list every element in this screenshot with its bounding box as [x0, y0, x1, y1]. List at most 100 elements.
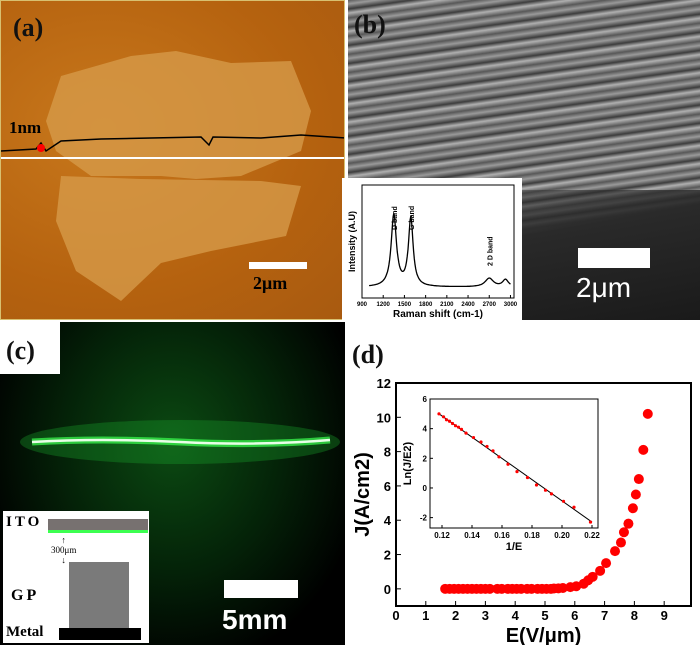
data-point [633, 474, 644, 485]
raman-peak-label: D band [392, 206, 399, 230]
height-label: 1nm [9, 118, 42, 137]
gp-label: GP [11, 587, 40, 604]
inset-y-tick-label: 4 [423, 425, 428, 434]
height-profile [1, 134, 344, 153]
raman-x-tick-label: 2400 [461, 302, 475, 308]
y-tick-label: 12 [377, 376, 391, 391]
data-point [630, 489, 641, 500]
inset-data-point [543, 488, 548, 492]
x-tick-label: 3 [482, 608, 489, 623]
raman-x-axis-label: Raman shift (cm-1) [393, 309, 483, 320]
metal-layer [59, 628, 141, 640]
x-tick-label: 5 [541, 608, 548, 623]
inset-data-point [572, 505, 576, 509]
raman-x-tick-label: 1500 [398, 302, 412, 308]
inset-data-point [479, 440, 483, 444]
raman-x-tick-label: 3000 [504, 302, 518, 308]
afm-flake [1, 51, 344, 301]
inset-data-point [497, 455, 501, 459]
data-point [595, 565, 606, 576]
data-point [557, 582, 568, 593]
inset-data-point [561, 499, 566, 503]
data-point [642, 408, 653, 419]
ito-layer [48, 519, 148, 530]
inset-x-tick-label: 0.20 [554, 531, 570, 540]
inset-data-point [450, 421, 455, 426]
fit-line [438, 413, 593, 523]
y-axis-label: J(A/cm2) [352, 452, 374, 536]
inset-x-tick-label: 0.12 [434, 531, 450, 540]
raman-x-tick-label: 1200 [377, 302, 391, 308]
scale-bar-label: 2μm [253, 273, 288, 293]
y-tick-label: 8 [384, 445, 391, 460]
inset-data-point [515, 470, 519, 474]
y-tick-label: 6 [384, 479, 391, 494]
panel-label-a: (a) [13, 13, 44, 42]
gp-block [69, 562, 129, 628]
data-point [618, 527, 629, 538]
ito-label: ITO [6, 514, 43, 530]
inset-x-tick-label: 0.18 [524, 531, 540, 540]
data-point [601, 558, 612, 569]
panel-c-emission-image: (c) 5mm ITO ↑ 300μm ↓ GP Metal [0, 322, 345, 645]
raman-inset: 900 1200 1500 1800 2100 2400 2700 3000 Raman shi… [342, 178, 522, 320]
inset-data-point [444, 418, 449, 422]
inset-data-point [534, 483, 539, 487]
inset-y-tick-label: 2 [423, 454, 428, 463]
inset-y-axis-label: Ln(J/E2) [402, 441, 414, 485]
inset-data-point [471, 435, 476, 440]
x-tick-label: 1 [422, 608, 429, 623]
inset-data-point [459, 427, 464, 431]
data-point [615, 537, 626, 548]
y-tick-label: 0 [384, 582, 391, 597]
scale-bar-label: 5mm [222, 604, 288, 635]
inset-x-tick-label: 0.14 [464, 531, 480, 540]
x-tick-label: 7 [601, 608, 608, 623]
data-point [610, 546, 621, 557]
raman-x-tick-label: 2700 [483, 302, 497, 308]
scale-bar [578, 248, 650, 268]
raman-x-tick-label: 1800 [419, 302, 433, 308]
inset-data-point [549, 492, 554, 496]
y-tick-label: 4 [384, 513, 392, 528]
inset-data-point [485, 444, 489, 449]
y-tick-label: 10 [377, 410, 391, 425]
y-tick-label: 2 [384, 548, 391, 563]
panel-label-c: (c) [0, 322, 60, 374]
device-schematic: ITO ↑ 300μm ↓ GP Metal [3, 511, 149, 643]
main-axes [395, 382, 692, 607]
gap-label: ↑ 300μm ↓ [51, 535, 77, 565]
inset-data-point [447, 419, 452, 423]
raman-x-tick-label: 2100 [440, 302, 454, 308]
data-point [484, 583, 495, 594]
panel-label-b: (b) [354, 10, 386, 39]
inset-data-point [506, 462, 510, 466]
x-axis-label: E(V/μm) [506, 625, 582, 645]
raman-spectrum [369, 213, 511, 288]
data-point [638, 444, 649, 455]
scale-bar [249, 262, 307, 269]
inset-data-point [525, 475, 530, 480]
inset-y-tick-label: 0 [423, 484, 428, 493]
inset-x-tick-label: 0.16 [494, 531, 510, 540]
raman-peak-label: 2 D band [487, 236, 494, 266]
data-point [623, 518, 634, 529]
inset-data-point [464, 431, 468, 435]
inset-y-tick-label: 6 [423, 395, 428, 404]
inset-data-point [441, 415, 446, 419]
x-tick-label: 4 [512, 608, 520, 623]
scale-bar-label: 2μm [576, 272, 632, 303]
raman-x-tick-label: 900 [357, 302, 368, 308]
x-tick-label: 2 [452, 608, 459, 623]
raman-peak-label: G band [409, 206, 416, 230]
inset-x-axis-label: 1/E [506, 541, 523, 553]
panel-a-afm-image: (a) 1nm 2μm [0, 0, 345, 320]
raman-chart: 900 1200 1500 1800 2100 2400 2700 3000 Raman shi… [347, 184, 518, 320]
inset-data-point [437, 412, 441, 416]
inset-x-tick-label: 0.22 [584, 531, 600, 540]
x-tick-label: 6 [571, 608, 578, 623]
metal-label: Metal [6, 624, 44, 640]
data-point [627, 503, 638, 514]
raman-y-axis-label: Intensity (A.U) [347, 211, 357, 272]
